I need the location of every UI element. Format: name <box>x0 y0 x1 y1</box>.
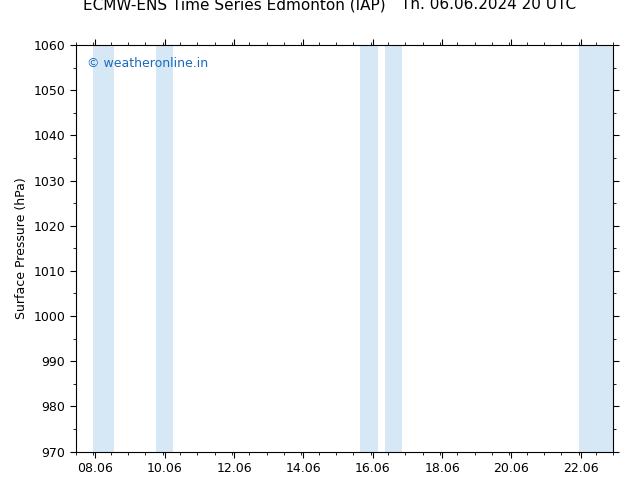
Bar <box>579 45 614 452</box>
Bar <box>155 45 173 452</box>
Bar <box>385 45 402 452</box>
Text: ECMW-ENS Time Series Edmonton (IAP): ECMW-ENS Time Series Edmonton (IAP) <box>83 0 386 12</box>
Text: © weatheronline.in: © weatheronline.in <box>87 57 208 70</box>
Text: Th. 06.06.2024 20 UTC: Th. 06.06.2024 20 UTC <box>401 0 576 12</box>
Bar <box>360 45 378 452</box>
Bar <box>93 45 114 452</box>
Y-axis label: Surface Pressure (hPa): Surface Pressure (hPa) <box>15 177 28 319</box>
